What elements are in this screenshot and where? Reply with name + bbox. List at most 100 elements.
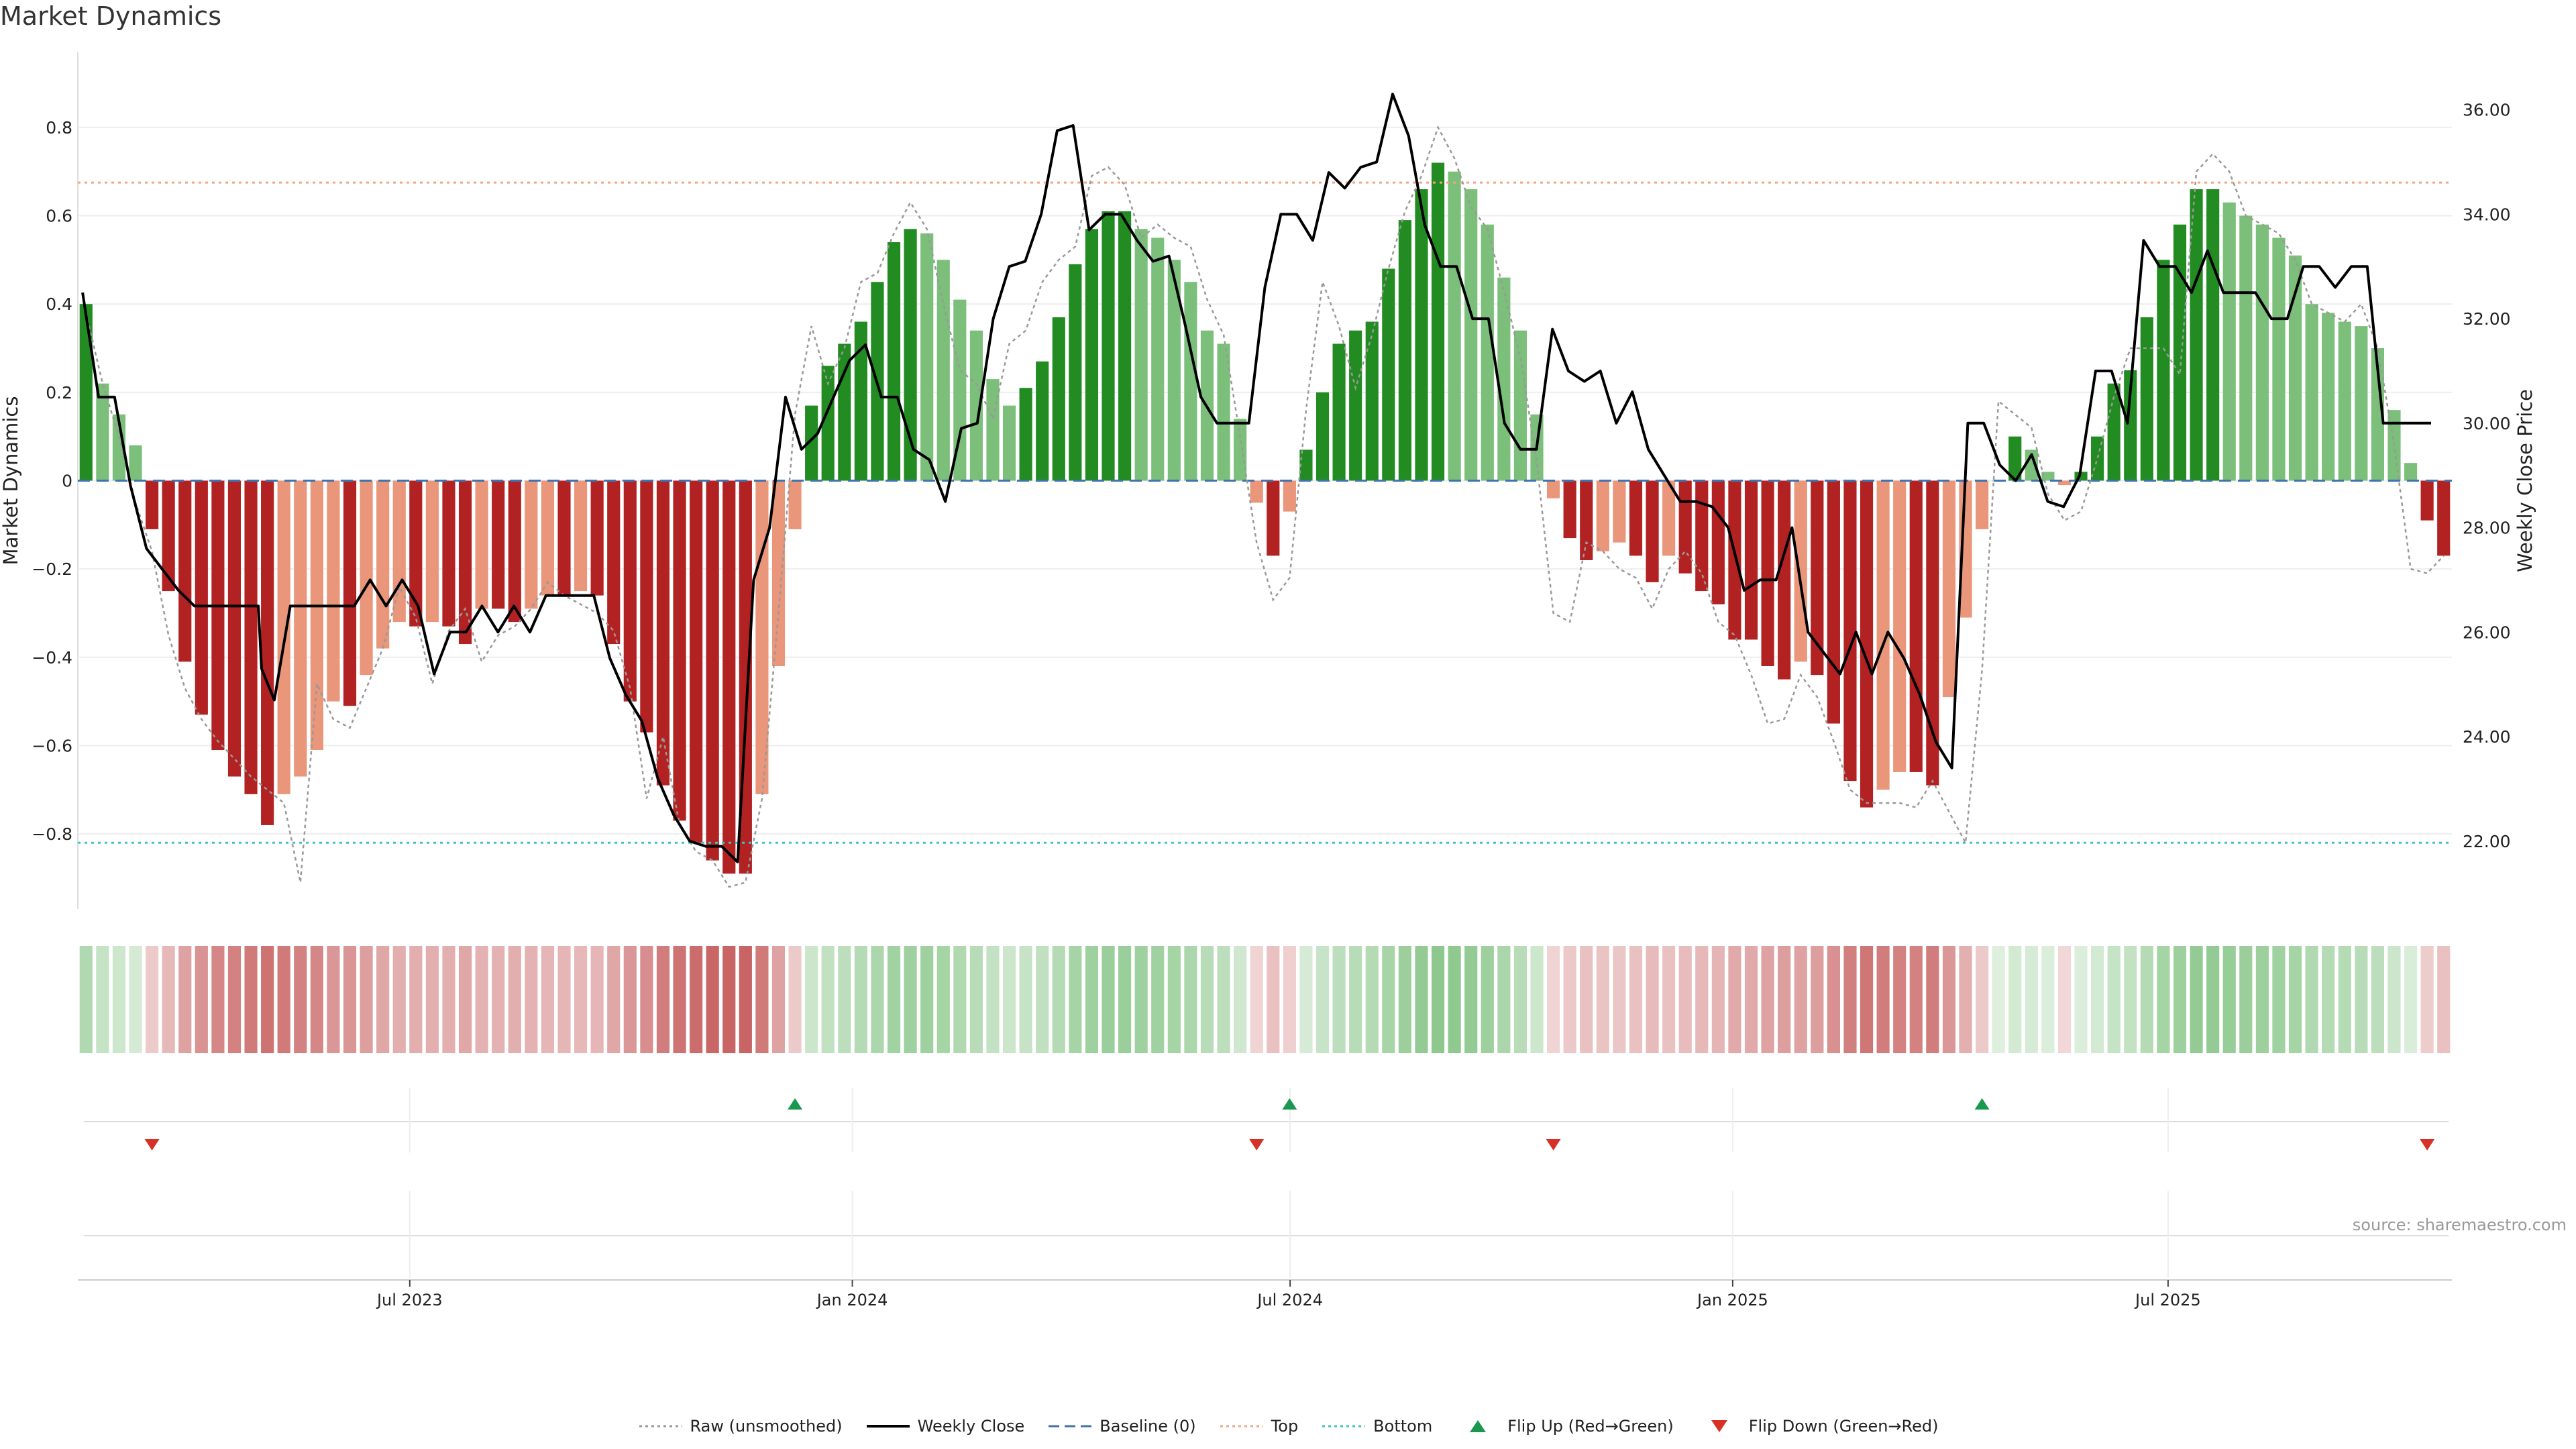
heat-strip-cell [277, 946, 290, 1053]
heat-strip-cell [1547, 946, 1560, 1053]
heat-strip-cell [1811, 946, 1824, 1053]
dynamics-bar [706, 480, 719, 861]
dynamics-bar [771, 480, 786, 666]
heat-strip-cell [294, 946, 307, 1053]
y2-tick-label: 36.00 [2463, 101, 2511, 120]
x-tick-label: Jul 2025 [2134, 1291, 2201, 1309]
dynamics-bar [805, 405, 818, 481]
legend-item-close: Weekly Close [865, 1417, 1024, 1436]
heat-strip-cell [2255, 946, 2269, 1053]
heat-strip-cell [1398, 946, 1411, 1053]
y-tick-label: −0.2 [32, 559, 72, 579]
heat-strip-cell [2437, 946, 2451, 1053]
dynamics-bar [2025, 449, 2038, 481]
legend-label: Flip Down (Green→Red) [1748, 1417, 1939, 1436]
heat-strip-cell [640, 946, 653, 1053]
y2-tick-label: 34.00 [2463, 205, 2511, 224]
heat-strip-cell [2420, 946, 2434, 1053]
heat-strip-cell [656, 946, 670, 1053]
dynamics-bar [1942, 480, 1956, 698]
heat-strip-cell [1893, 946, 1907, 1053]
dynamics-bar [475, 480, 488, 609]
dynamics-bar [953, 299, 967, 481]
heat-strip-cell [525, 946, 538, 1053]
dynamics-bar [1761, 480, 1774, 666]
heat-strip-cell [557, 946, 571, 1053]
dynamics-bar [2157, 260, 2170, 481]
source-credit: source: sharemaestro.com [2352, 1216, 2567, 1234]
triangle-down-icon [1711, 1420, 1727, 1432]
dynamics-bar [2140, 317, 2153, 481]
heat-strip-cell [1513, 946, 1527, 1053]
y-tick-label: −0.4 [32, 648, 72, 667]
dynamics-bar [1909, 480, 1923, 772]
heat-strip-cell [1365, 946, 1379, 1053]
heat-strip-cell [2074, 946, 2088, 1053]
heat-strip-cell [1794, 946, 1807, 1053]
y2-tick-label: 30.00 [2463, 414, 2511, 433]
dynamics-bar [2190, 189, 2203, 481]
dotted-line-icon [1322, 1425, 1366, 1428]
heat-strip-cell [310, 946, 323, 1053]
dynamics-bar [146, 480, 159, 529]
heat-strip-cell [2387, 946, 2401, 1053]
heat-strip-cell [2157, 946, 2170, 1053]
heat-strip-cell [953, 946, 967, 1053]
heat-strip-cell [1102, 946, 1115, 1053]
legend-item-top: Top [1219, 1417, 1298, 1436]
dynamics-bar [1794, 480, 1807, 662]
dynamics-bar [2206, 189, 2220, 481]
dynamics-bar [1563, 480, 1576, 539]
dynamics-bar [2322, 313, 2335, 481]
dynamics-bar [1299, 449, 1313, 481]
dynamics-bar [590, 480, 604, 596]
heat-strip-cell [1316, 946, 1330, 1053]
dynamics-bar [788, 480, 802, 529]
heat-strip-cell [2008, 946, 2022, 1053]
x-tick-label: Jan 2024 [816, 1291, 888, 1309]
legend-label: Raw (unsmoothed) [690, 1417, 843, 1436]
x-tick-label: Jul 2024 [1256, 1291, 1323, 1309]
heat-strip-cell [706, 946, 719, 1053]
heat-strip-cell [871, 946, 884, 1053]
heat-strip-cell [195, 946, 208, 1053]
flip-up-marker [788, 1098, 803, 1110]
heat-strip-cell [112, 946, 126, 1053]
heat-strip-cell [1596, 946, 1609, 1053]
heat-strip-cell [376, 946, 390, 1053]
y-tick-label: 0.2 [46, 383, 72, 402]
dynamics-bar [2338, 321, 2351, 481]
heat-strip-cell [1613, 946, 1626, 1053]
y2-tick-label: 26.00 [2463, 623, 2511, 642]
dynamics-bar [2041, 472, 2055, 481]
heat-strip-cell [146, 946, 159, 1053]
heat-strip-cell [475, 946, 488, 1053]
dynamics-bar [887, 242, 901, 481]
weekly-close-line [81, 93, 2431, 863]
dynamics-bar [1349, 330, 1362, 481]
heat-strip-cell [1678, 946, 1692, 1053]
dynamics-bar [442, 480, 455, 627]
y-tick-label: −0.8 [32, 824, 72, 844]
y-tick-label: 0.4 [46, 294, 72, 314]
heat-strip-cell [590, 946, 604, 1053]
heat-strip-cell [1002, 946, 1016, 1053]
heat-strip-cell [838, 946, 851, 1053]
dynamics-bar [327, 480, 340, 702]
dynamics-bar [1711, 480, 1725, 604]
dynamics-bar [1085, 229, 1099, 481]
heat-strip-cell [2140, 946, 2153, 1053]
dynamics-bar [261, 480, 274, 825]
legend-item-bottom: Bottom [1321, 1417, 1432, 1436]
heat-strip-cell [2025, 946, 2038, 1053]
heat-strip-cell [1728, 946, 1741, 1053]
dynamics-bar [1876, 480, 1890, 790]
heat-strip-cell [1646, 946, 1659, 1053]
heat-strip-cell [1267, 946, 1280, 1053]
x-tick-label: Jul 2023 [376, 1291, 443, 1309]
heat-strip-cell [986, 946, 1000, 1053]
dynamics-bar [1069, 264, 1082, 481]
heat-strip-cell [1217, 946, 1230, 1053]
dynamics-bar [1019, 388, 1032, 481]
dynamics-bar [1267, 480, 1280, 556]
